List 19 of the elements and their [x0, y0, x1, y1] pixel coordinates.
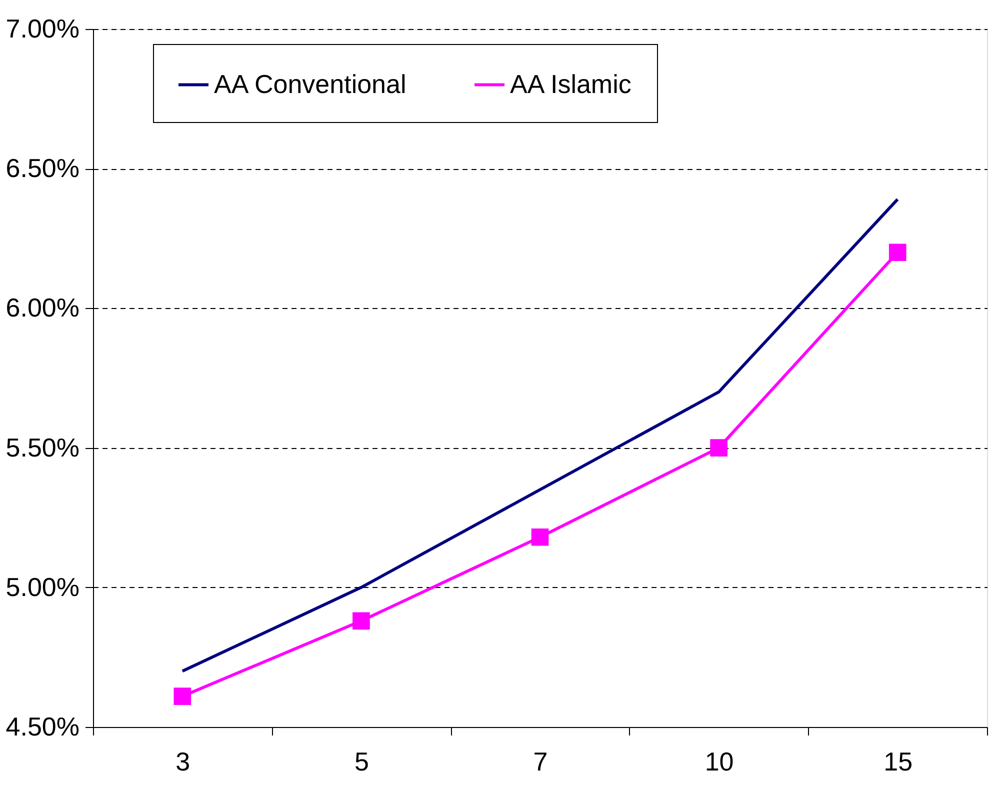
y-tick-label: 7.00% [6, 14, 80, 44]
x-tick-label: 15 [884, 746, 913, 776]
point [531, 528, 549, 546]
legend-label: AA Islamic [510, 68, 632, 99]
x-tick-label: 10 [704, 746, 734, 776]
x-tick-label: 3 [176, 746, 190, 776]
point [710, 439, 728, 456]
line-series [180, 198, 900, 673]
point [888, 244, 906, 262]
y-tick-label: 6.00% [6, 292, 80, 323]
y-tick-label: 5.50% [6, 432, 80, 462]
y-tick-label: 5.00% [6, 572, 80, 602]
x-tick-label: 5 [354, 746, 369, 776]
x-tick-label: 7 [533, 746, 548, 776]
y-tick-label: 4.50% [6, 712, 80, 742]
point [174, 688, 192, 705]
y-tick-label: 6.50% [6, 153, 80, 184]
legend-label: AA Conventional [214, 68, 406, 99]
point [352, 612, 370, 630]
